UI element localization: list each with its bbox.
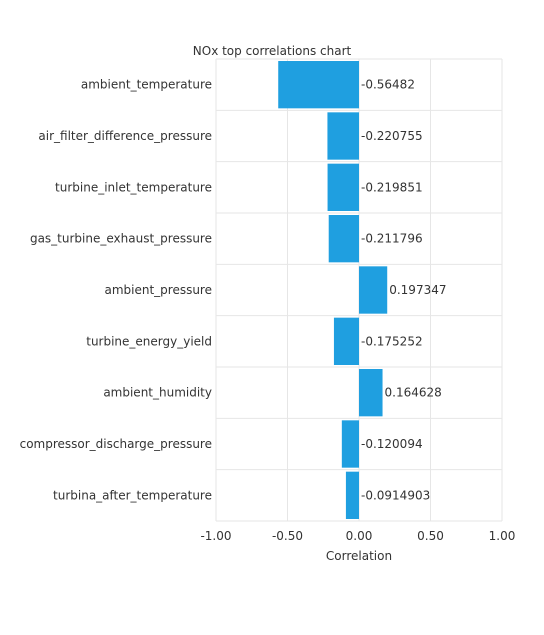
value-label: 0.197347 [389,283,446,297]
grid-layer [215,58,503,522]
value-label: -0.0914903 [361,488,430,502]
chart-title: NOx top correlations chart [193,44,352,58]
value-label: -0.220755 [361,129,423,143]
category-label: turbina_after_temperature [53,488,212,502]
x-axis: -1.00 -0.50 0.00 0.50 1.00 [200,529,515,543]
category-label: turbine_energy_yield [86,334,212,348]
category-label: compressor_discharge_pressure [20,437,212,451]
value-label: -0.120094 [361,437,423,451]
x-tick-label: 0.50 [417,529,444,543]
value-label: -0.211796 [361,232,423,246]
bar-turbine-inlet-temperature [327,163,359,211]
x-tick-label: 0.00 [346,529,373,543]
value-label: 0.164628 [385,386,442,400]
category-label: ambient_temperature [81,78,212,92]
bar-compressor-discharge-pressure [341,420,359,468]
category-label: gas_turbine_exhaust_pressure [30,232,212,246]
x-tick-label: -1.00 [200,529,231,543]
x-tick-label: -0.50 [272,529,303,543]
bar-turbina-after-temperature [345,471,359,519]
bar-gas-turbine-exhaust-pressure [328,215,359,263]
category-label: turbine_inlet_temperature [55,180,212,194]
bar-turbine-energy-yield [333,317,359,365]
category-label: ambient_pressure [104,283,212,297]
bar-ambient-temperature [278,61,359,109]
x-tick-label: 1.00 [489,529,516,543]
bars-layer [278,61,388,519]
labels-layer: ambient_temperature -0.56482 air_filter_di… [20,78,447,503]
value-label: -0.56482 [361,78,415,92]
bar-ambient-humidity [359,369,383,417]
bar-air-filter-difference-pressure [327,112,359,160]
value-label: -0.175252 [361,334,423,348]
category-label: air_filter_difference_pressure [38,129,212,143]
bar-ambient-pressure [359,266,388,314]
value-label: -0.219851 [361,180,423,194]
x-axis-title: Correlation [326,549,392,563]
category-label: ambient_humidity [103,386,212,400]
